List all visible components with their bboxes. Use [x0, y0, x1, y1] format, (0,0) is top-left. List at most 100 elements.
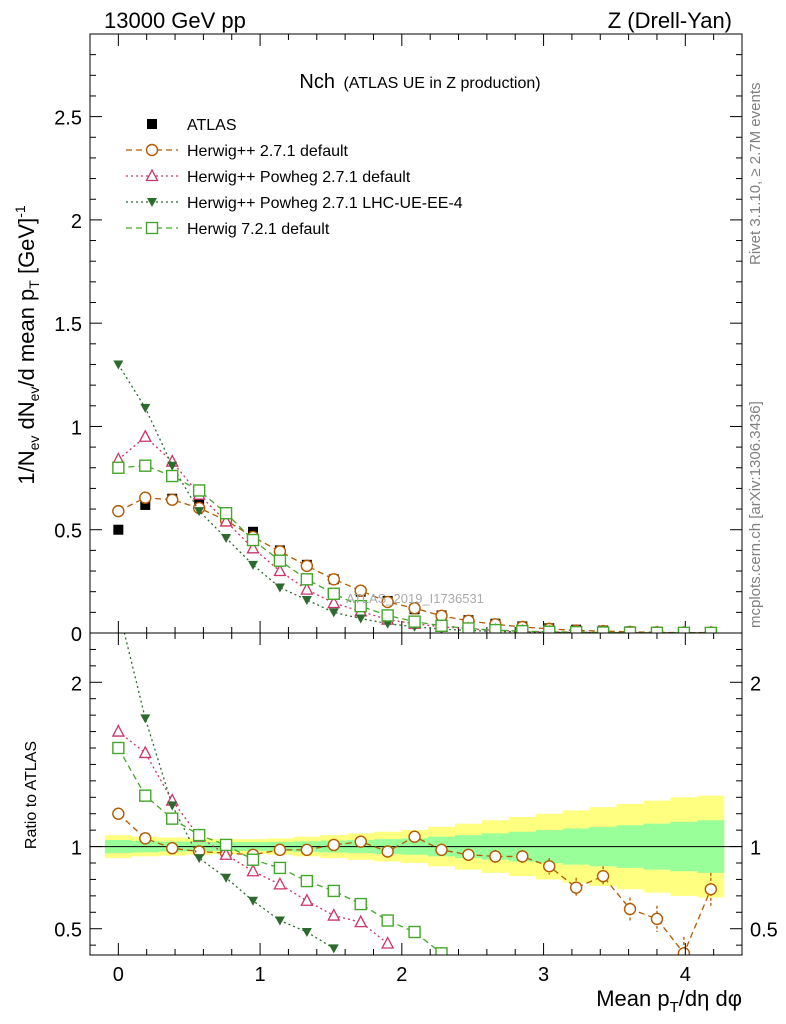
- ratio-point: [516, 850, 529, 863]
- data-point: [354, 599, 367, 613]
- ratio-point: [300, 874, 314, 888]
- ratio-point: [140, 714, 151, 724]
- data-point: [219, 507, 233, 520]
- legend-entry-herwig-7-2-1-default: Herwig 7.2.1 default: [126, 221, 330, 238]
- data-point: [300, 573, 314, 586]
- ratio-point: [327, 838, 340, 852]
- legend-label: Herwig++ Powheg 2.7.1 LHC-UE-EE-4: [187, 195, 463, 212]
- data-point: [194, 507, 205, 517]
- header-left: 13000 GeV pp: [104, 8, 246, 33]
- data-point: [113, 524, 124, 535]
- x-tick-label: 1: [255, 964, 266, 986]
- ratio-point: [194, 854, 205, 864]
- data-point: [138, 429, 152, 442]
- bottom-y-axis-label: Ratio to ATLAS: [23, 741, 40, 849]
- ratio-point: [166, 812, 179, 825]
- ratio-point: [381, 845, 394, 858]
- data-point: [274, 583, 285, 593]
- data-point: [300, 582, 314, 595]
- plot-title-main: Nch: [299, 71, 335, 93]
- data-point: [139, 459, 152, 472]
- x-tick-label: 2: [396, 964, 407, 986]
- legend-marker: [145, 143, 159, 157]
- ratio-content: [90, 633, 742, 955]
- y-tick-label: 2.5: [54, 108, 82, 130]
- ratio-point: [381, 914, 394, 927]
- data-point: [167, 461, 178, 471]
- data-point: [246, 533, 260, 547]
- ratio-point: [246, 863, 260, 877]
- ratio-point: [274, 916, 285, 926]
- data-point: [248, 560, 258, 570]
- ratio-point: [327, 884, 340, 898]
- x-tick-label: 3: [538, 964, 549, 986]
- data-point: [382, 619, 393, 629]
- ratio-point: [111, 724, 125, 737]
- ratio-y-tick-label: 2: [71, 673, 82, 695]
- data-point: [166, 493, 179, 506]
- data-point: [327, 595, 341, 609]
- legend-entry-herwig-powheg-2-7-1-lhc-ue-ee-4: Herwig++ Powheg 2.7.1 LHC-UE-EE-4: [126, 195, 463, 212]
- y-tick-label: 1.5: [54, 314, 82, 336]
- main-plot-frame: [89, 33, 743, 634]
- data-point: [381, 609, 394, 622]
- top-y-axis-label: 1/Nev dNev/d mean pT [GeV]-1: [12, 205, 42, 485]
- plot-title: Nch (ATLAS UE in Z production): [299, 71, 540, 93]
- header-right: Z (Drell-Yan): [608, 8, 732, 33]
- ratio-y-tick-label: 1: [71, 838, 82, 860]
- ratio-point: [596, 869, 610, 883]
- data-point: [355, 614, 366, 624]
- ratio-point: [219, 847, 233, 860]
- ratio-point: [677, 947, 691, 955]
- data-point: [327, 587, 340, 600]
- data-point: [140, 499, 151, 510]
- ratio-point: [300, 843, 314, 857]
- data-point: [328, 608, 339, 618]
- x-tick-label: 4: [680, 964, 691, 986]
- ratio-point: [139, 832, 152, 845]
- data-point: [166, 469, 179, 483]
- ratio-point: [650, 912, 664, 926]
- ratio-point: [354, 897, 367, 911]
- ratio-point: [166, 842, 179, 855]
- ratio-point: [408, 830, 421, 843]
- ratio-point: [569, 881, 583, 894]
- ratio-point: [704, 883, 718, 896]
- legend-entry-herwig-2-7-1-default: Herwig++ 2.7.1 default: [126, 143, 349, 160]
- data-point: [408, 615, 421, 628]
- data-point: [300, 559, 314, 573]
- ratio-point: [138, 745, 152, 759]
- data-point: [301, 595, 312, 605]
- data-point: [113, 360, 124, 370]
- ratio-plot-bg: [90, 633, 742, 955]
- data-point: [140, 403, 151, 413]
- data-point: [354, 584, 367, 597]
- ratio-series-herwig-powheg-2-7-1-default: [111, 724, 395, 949]
- ratio-point: [623, 902, 637, 916]
- watermark: ATLAS_2019_I1736531: [346, 591, 484, 606]
- ratio-point: [354, 835, 367, 848]
- rivet-label: Rivet 3.1.10, ≥ 2.7M events: [747, 83, 764, 266]
- legend-label: Herwig++ 2.7.1 default: [187, 143, 349, 160]
- ratio-point: [219, 838, 233, 852]
- ratio-y-tick-label: 0.5: [54, 920, 82, 942]
- ratio-point: [273, 876, 287, 890]
- plot-title-sub: (ATLAS UE in Z production): [343, 75, 540, 92]
- y-tick-label: 0.5: [54, 521, 82, 543]
- data-point: [273, 563, 287, 577]
- ratio-point: [300, 893, 314, 906]
- ratio-point: [112, 807, 125, 820]
- ratio-y-tick-label-right: 1: [750, 838, 761, 860]
- ratio-point: [273, 843, 287, 857]
- ratio-point: [489, 850, 502, 863]
- ratio-point: [248, 896, 258, 906]
- ratio-plot-frame: [89, 632, 743, 956]
- data-point: [462, 622, 475, 635]
- legend-label: Herwig++ Powheg 2.7.1 default: [187, 169, 411, 186]
- ratio-point: [381, 936, 395, 949]
- data-point: [246, 540, 260, 554]
- ratio-point: [167, 801, 178, 811]
- data-point: [112, 461, 125, 474]
- ratio-point: [192, 828, 206, 842]
- ratio-series-line: [117, 731, 389, 945]
